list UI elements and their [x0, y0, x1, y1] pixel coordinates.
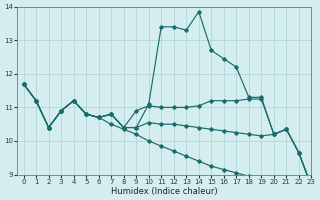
X-axis label: Humidex (Indice chaleur): Humidex (Indice chaleur): [111, 187, 218, 196]
